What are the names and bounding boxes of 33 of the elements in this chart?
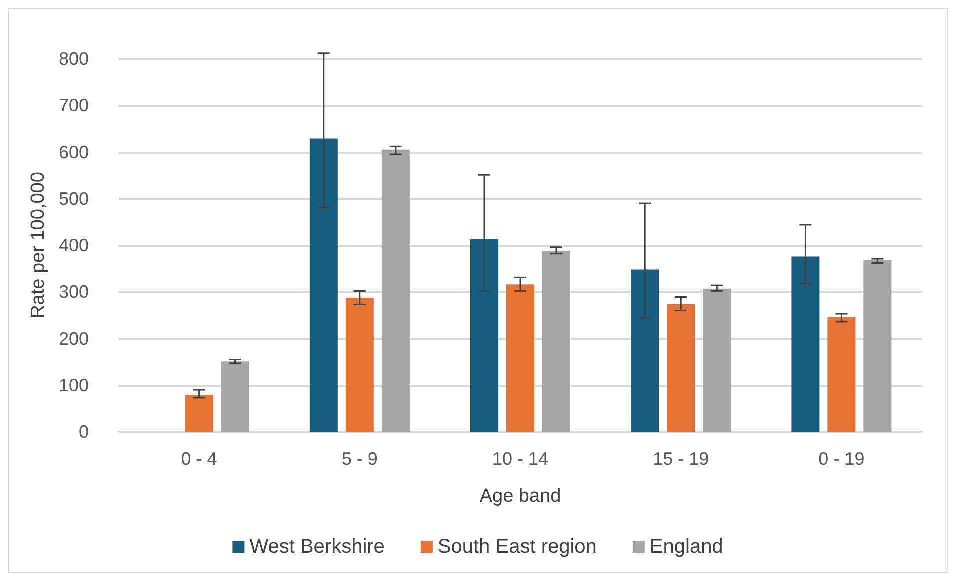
y-tick-label: 500 (58, 188, 89, 209)
y-tick-label: 0 (78, 422, 89, 442)
bar (346, 298, 374, 432)
bar (221, 362, 250, 432)
x-tick-label: 0 - 19 (818, 449, 865, 469)
y-tick-label: 700 (58, 96, 89, 116)
bar (703, 288, 732, 432)
y-tick-label: 100 (58, 375, 89, 396)
bar (310, 138, 338, 432)
legend-label: England (650, 536, 724, 558)
y-tick-label: 600 (58, 142, 89, 162)
bar (631, 270, 660, 432)
legend-label: West Berkshire (250, 536, 385, 558)
bar (506, 284, 534, 432)
x-tick-label: 0 - 4 (181, 449, 218, 469)
x-tick-label: 10 - 14 (492, 449, 549, 469)
y-tick-label: 200 (58, 328, 89, 349)
bar (382, 150, 410, 432)
bar (185, 395, 214, 432)
bar (542, 251, 570, 432)
bar (667, 304, 696, 432)
legend-label: South East region (438, 536, 597, 558)
bar (828, 317, 856, 432)
bar (792, 256, 820, 432)
y-tick-label: 800 (58, 49, 89, 69)
x-tick-label: 15 - 19 (653, 449, 710, 469)
bar (864, 260, 892, 432)
bar (470, 238, 498, 432)
x-axis-title: Age band (480, 486, 562, 507)
y-axis-title: Rate per 100,000 (28, 172, 50, 319)
y-tick-label: 400 (58, 236, 89, 256)
x-tick-label: 5 - 9 (342, 449, 378, 469)
y-tick-label: 300 (58, 282, 89, 302)
